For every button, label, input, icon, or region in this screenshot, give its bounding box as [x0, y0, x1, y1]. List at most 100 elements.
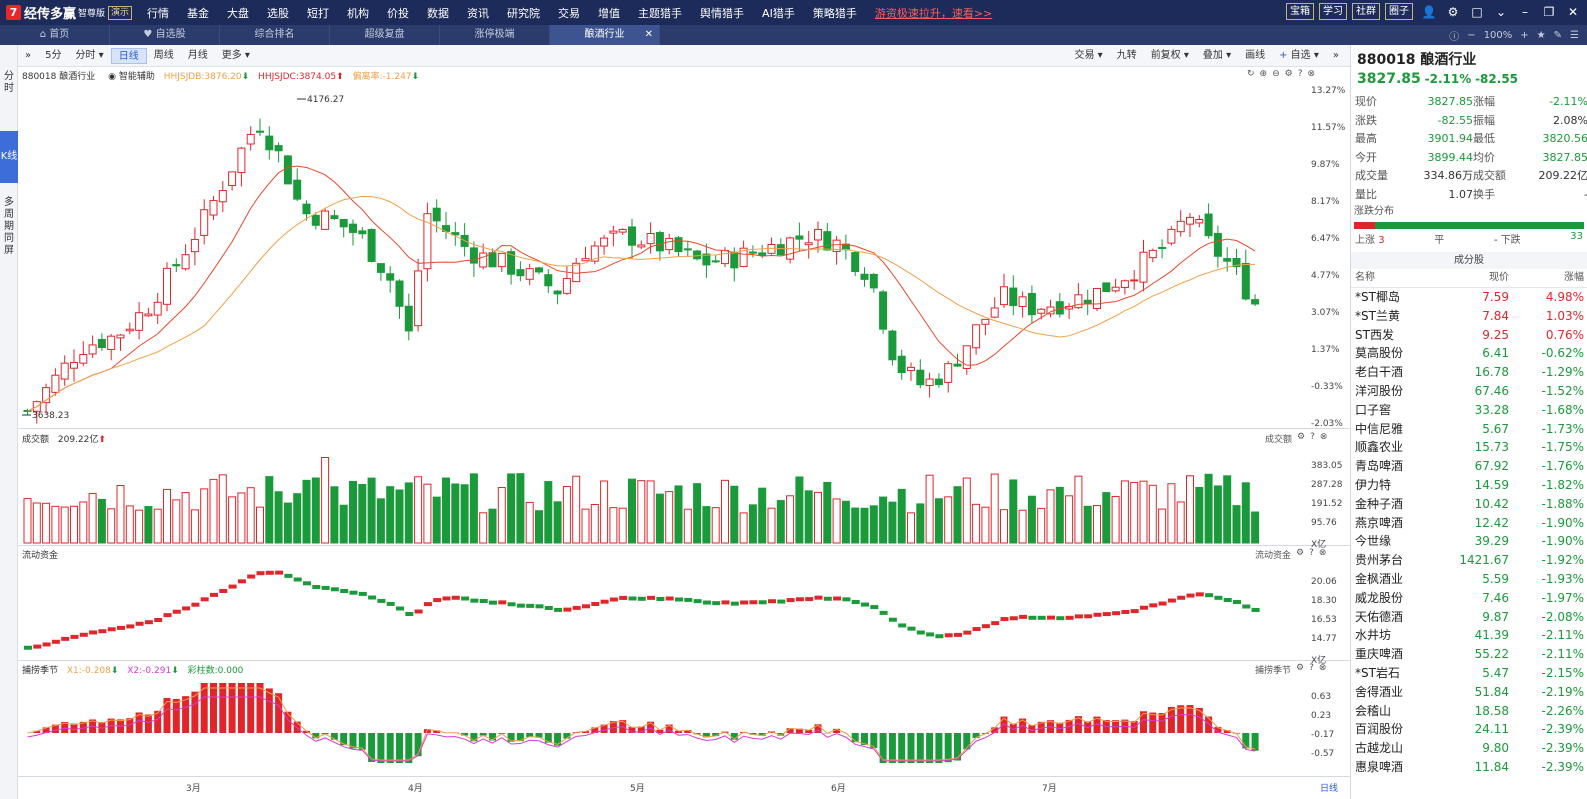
- expand-icon[interactable]: »: [25, 49, 32, 61]
- trade-dropdown[interactable]: 交易 ▾: [1074, 50, 1103, 61]
- component-row[interactable]: 水井坊 41.39 -2.11%: [1351, 626, 1587, 645]
- add-icon[interactable]: ⊕: [1259, 69, 1268, 79]
- component-row[interactable]: 金种子酒 10.42 -1.88%: [1351, 495, 1587, 514]
- component-row[interactable]: 燕京啤酒 12.42 -1.90%: [1351, 514, 1587, 533]
- help-icon[interactable]: ?: [1309, 663, 1314, 673]
- component-row[interactable]: 莫高股份 6.41 -0.62%: [1351, 344, 1587, 363]
- restore-icon[interactable]: ❐: [1543, 4, 1555, 19]
- side-tab-kline[interactable]: K线: [0, 131, 18, 183]
- close-tab-icon[interactable]: ✕: [644, 29, 653, 40]
- menu-item[interactable]: 行情: [147, 6, 170, 20]
- pen-icon[interactable]: ✎: [1553, 29, 1563, 41]
- menu-item[interactable]: 资讯: [467, 6, 490, 20]
- zoom-in-button[interactable]: +: [1520, 29, 1529, 41]
- component-row[interactable]: 口子窖 33.28 -1.68%: [1351, 401, 1587, 420]
- menu-item[interactable]: 选股: [267, 6, 290, 20]
- period-intraday[interactable]: 分时 ▾: [75, 49, 104, 61]
- settings-icon[interactable]: ⚙: [1297, 432, 1306, 442]
- info-icon[interactable]: ⓘ: [1449, 31, 1460, 43]
- panel-close-icon[interactable]: ⊗: [1318, 548, 1327, 558]
- circle-button[interactable]: 圈子: [1385, 3, 1413, 20]
- overlay-dropdown[interactable]: 叠加 ▾: [1202, 50, 1232, 61]
- help-icon[interactable]: ?: [1310, 432, 1315, 442]
- component-row[interactable]: 会稽山 18.58 -2.26%: [1351, 702, 1587, 721]
- period-daily[interactable]: 日线: [110, 47, 147, 64]
- component-row[interactable]: 金枫酒业 5.59 -1.93%: [1351, 570, 1587, 589]
- component-row[interactable]: 顺鑫农业 15.73 -1.75%: [1351, 438, 1587, 457]
- refresh-icon[interactable]: ↻: [1247, 69, 1255, 79]
- gear-icon[interactable]: ⚙: [1447, 4, 1459, 19]
- period-5min[interactable]: 5分: [45, 49, 62, 61]
- tab-brewing-industry[interactable]: 酿酒行业 ✕: [550, 25, 660, 45]
- menu-item[interactable]: 短打: [307, 6, 330, 20]
- component-row[interactable]: 重庆啤酒 55.22 -2.11%: [1351, 645, 1587, 664]
- component-row[interactable]: 古越龙山 9.80 -2.39%: [1351, 739, 1587, 758]
- menu-item[interactable]: 基金: [187, 6, 210, 20]
- menu-item[interactable]: 价投: [387, 6, 410, 20]
- period-weekly[interactable]: 周线: [153, 49, 174, 61]
- side-tab-multi-period[interactable]: 多周期同屏: [4, 197, 14, 256]
- help-icon[interactable]: ?: [1297, 69, 1303, 79]
- menu-item[interactable]: 大盘: [227, 6, 250, 20]
- menu-item[interactable]: 舆情猎手: [700, 6, 745, 20]
- component-row[interactable]: *ST岩石 5.47 -2.15%: [1351, 664, 1587, 683]
- settings-icon[interactable]: ⚙: [1296, 663, 1305, 673]
- component-row[interactable]: 今世缘 39.29 -1.90%: [1351, 532, 1587, 551]
- tab-review[interactable]: 超级复盘: [330, 25, 440, 45]
- remove-icon[interactable]: ⊖: [1272, 69, 1280, 79]
- component-row[interactable]: ST西发 9.25 0.76%: [1351, 326, 1587, 345]
- learn-button[interactable]: 学习: [1319, 3, 1347, 20]
- zoom-out-button[interactable]: −: [1467, 29, 1476, 41]
- component-row[interactable]: 百润股份 24.11 -2.39%: [1351, 720, 1587, 739]
- add-watchlist-button[interactable]: + 自选 ▾: [1279, 50, 1319, 61]
- collapse-icon[interactable]: »: [1332, 50, 1339, 61]
- menu-item[interactable]: 交易: [558, 6, 581, 20]
- menu-item[interactable]: 数据: [427, 6, 450, 20]
- panel-close-icon[interactable]: ⊗: [1319, 432, 1328, 442]
- menu-item[interactable]: 机构: [347, 6, 370, 20]
- nine-turn-button[interactable]: 九转: [1116, 50, 1137, 61]
- community-button[interactable]: 社群: [1352, 3, 1380, 20]
- component-row[interactable]: 洋河股份 67.46 -1.52%: [1351, 382, 1587, 401]
- settings-icon[interactable]: ⚙: [1284, 69, 1293, 79]
- app-logo[interactable]: 7 经传多赢 智尊版 演示: [0, 0, 138, 25]
- period-monthly[interactable]: 月线: [187, 49, 208, 61]
- component-row[interactable]: 威龙股份 7.46 -1.97%: [1351, 589, 1587, 608]
- tab-ranking[interactable]: 综合排名: [220, 25, 330, 45]
- tab-home[interactable]: ⌂ 首页: [0, 25, 110, 45]
- menu-item[interactable]: 增值: [598, 6, 621, 20]
- help-icon[interactable]: ?: [1309, 548, 1314, 558]
- period-more[interactable]: 更多 ▾: [221, 49, 250, 61]
- settings-icon[interactable]: ⚙: [1296, 548, 1305, 558]
- component-row[interactable]: 青岛啤酒 67.92 -1.76%: [1351, 457, 1587, 476]
- menu-item[interactable]: AI猎手: [762, 6, 795, 20]
- component-row[interactable]: 贵州茅台 1421.67 -1.92%: [1351, 551, 1587, 570]
- panel-close-icon[interactable]: ⊗: [1318, 663, 1327, 673]
- component-row[interactable]: 天佑德酒 9.87 -2.08%: [1351, 608, 1587, 627]
- star-icon[interactable]: ★: [1536, 29, 1546, 41]
- panel-close-icon[interactable]: ⊗: [1307, 69, 1316, 79]
- component-row[interactable]: *ST椰岛 7.59 4.98%: [1351, 288, 1587, 307]
- promo-link[interactable]: 游资极速拉升，速看>>: [874, 6, 993, 20]
- menu-item[interactable]: 主题猎手: [638, 6, 683, 20]
- component-row[interactable]: 惠泉啤酒 11.84 -2.39%: [1351, 758, 1587, 777]
- component-row[interactable]: 中信尼雅 5.67 -1.73%: [1351, 420, 1587, 439]
- component-row[interactable]: *ST兰黄 7.84 1.03%: [1351, 307, 1587, 326]
- window-icon[interactable]: □: [1471, 4, 1483, 19]
- tab-limit[interactable]: 涨停极端: [440, 25, 550, 45]
- component-row[interactable]: 伊力特 14.59 -1.82%: [1351, 476, 1587, 495]
- adjust-dropdown[interactable]: 前复权 ▾: [1150, 50, 1189, 61]
- smart-assist-toggle[interactable]: ◉ 智能辅助: [108, 72, 155, 82]
- component-row[interactable]: 舍得酒业 51.84 -2.19%: [1351, 683, 1587, 702]
- menu-item[interactable]: 策略猎手: [812, 6, 857, 20]
- menu-item[interactable]: 研究院: [507, 6, 541, 20]
- draw-line-button[interactable]: 画线: [1245, 50, 1266, 61]
- treasure-button[interactable]: 宝箱: [1286, 3, 1314, 20]
- side-tab-intraday[interactable]: 分时: [4, 71, 14, 94]
- component-row[interactable]: 老白干酒 16.78 -1.29%: [1351, 363, 1587, 382]
- user-icon[interactable]: 👤: [1421, 4, 1437, 19]
- tab-menu-icon[interactable]: ☰: [1570, 29, 1579, 41]
- close-icon[interactable]: ✕: [1567, 4, 1579, 19]
- minimize-icon[interactable]: –: [1522, 4, 1528, 19]
